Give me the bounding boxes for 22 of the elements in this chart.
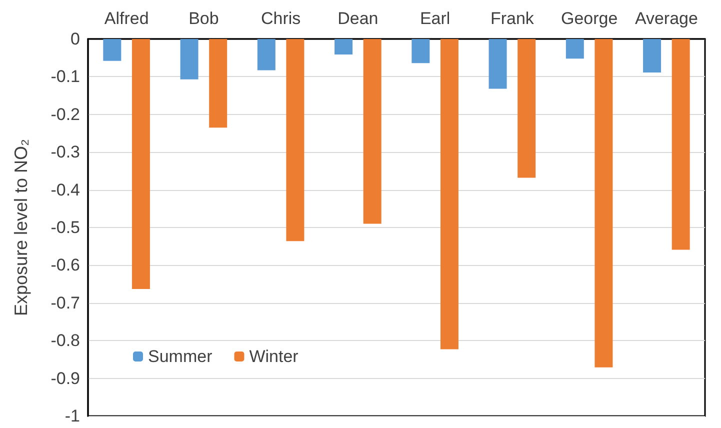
legend-label: Winter [249,347,299,366]
y-tick-label: -0.5 [50,218,80,237]
x-tick-label: Average [634,9,698,28]
y-tick-label: -0.2 [50,104,80,124]
y-tick-label: -0.3 [50,142,80,162]
y-tick-label: -0.4 [50,180,80,200]
y-tick-label: -0.7 [50,293,80,312]
x-tick-label: Frank [490,9,534,28]
y-tick-label: 0 [70,30,80,48]
y-tick-label: -0.6 [50,256,80,275]
y-tick-label: -1 [64,406,80,426]
x-tick-label: George [560,9,618,28]
x-tick-label: Chris [260,9,301,28]
x-tick-label: Bob [188,9,219,28]
y-tick-label: -0.1 [50,67,80,86]
x-tick-label: Alfred [104,9,149,28]
y-tick-label: -0.9 [50,368,80,388]
x-tick-label: Earl [420,9,450,28]
legend-label: Summer [148,347,213,366]
x-tick-label: Dean [338,9,378,28]
y-tick-label: -0.8 [50,331,80,350]
y-axis-title: Exposure level to NO₂ [11,138,31,316]
